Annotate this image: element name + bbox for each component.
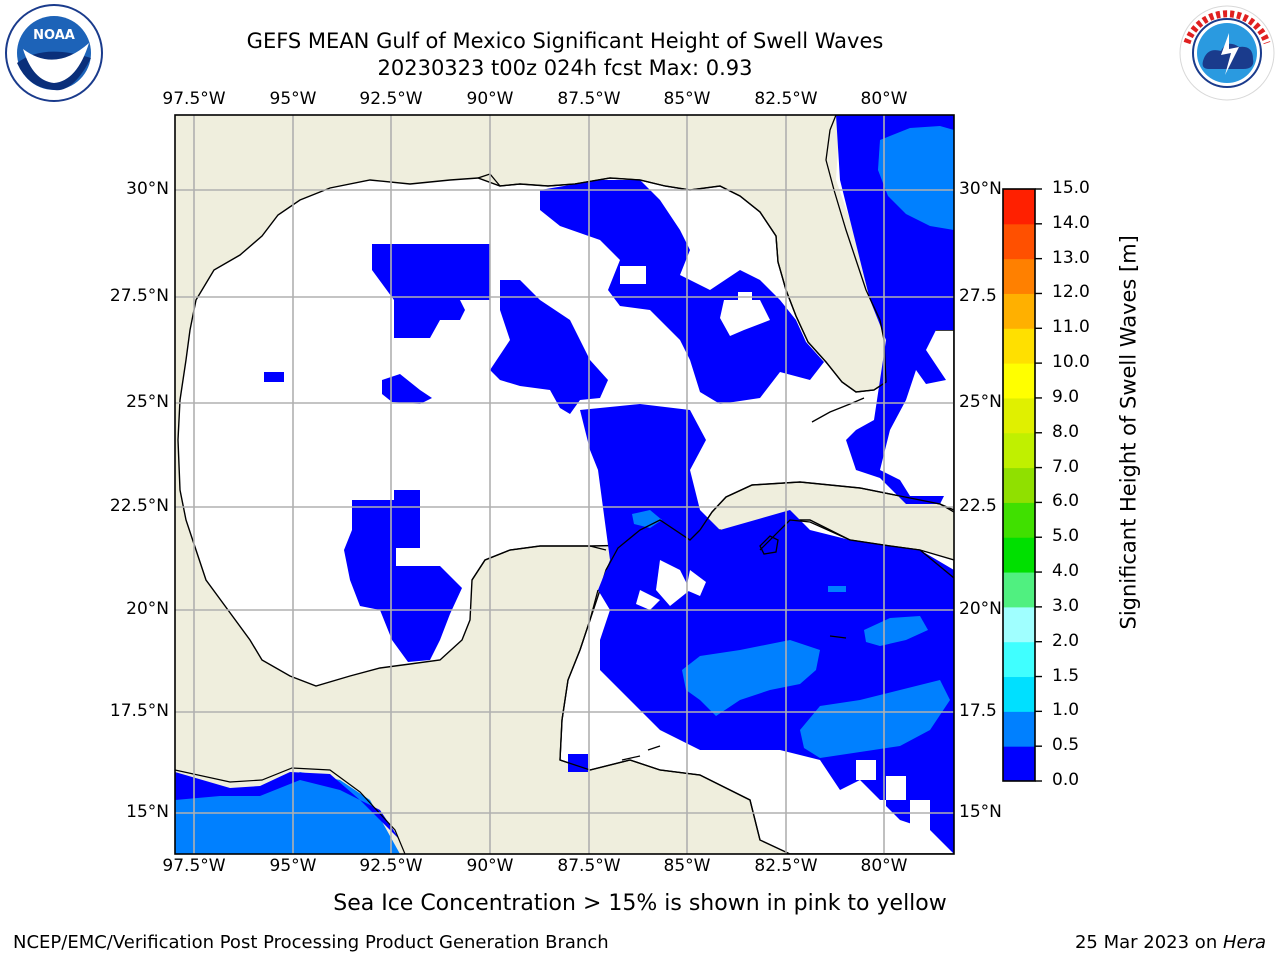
colorbar-tick-label: 8.0 — [1052, 421, 1080, 442]
lon-tick-top: 95°W — [269, 89, 317, 109]
lat-tick-left: 25°N — [126, 392, 169, 412]
colorbar-band — [1003, 641, 1035, 678]
lon-tick-bottom: 97.5°W — [162, 856, 226, 876]
colorbar-band — [1003, 189, 1035, 225]
colorbar-band — [1003, 746, 1035, 782]
lat-tick-right: 30°N — [959, 179, 1002, 199]
lat-tick-right: 20°N — [959, 599, 1002, 619]
colorbar-band — [1003, 432, 1035, 469]
lon-tick-bottom: 85°W — [663, 856, 711, 876]
lon-tick-bottom: 90°W — [466, 856, 514, 876]
colorbar-tick-label: 15.0 — [1052, 178, 1090, 198]
lon-tick-bottom: 87.5°W — [557, 856, 621, 876]
lon-tick-bottom: 92.5°W — [359, 856, 423, 876]
nws-logo-icon — [1179, 5, 1275, 101]
lon-tick-bottom: 95°W — [269, 856, 317, 876]
lon-tick-top: 97.5°W — [162, 89, 226, 109]
colorbar-tick-label: 2.0 — [1052, 630, 1080, 651]
colorbar-tick-label: 4.0 — [1052, 561, 1080, 582]
colorbar-tick-label: 7.0 — [1052, 456, 1080, 477]
lon-tick-top: 87.5°W — [557, 89, 621, 109]
colorbar-band — [1003, 537, 1035, 573]
lat-tick-right: 27.5 — [959, 286, 997, 306]
noaa-logo-text: NOAA — [33, 28, 75, 43]
colorbar-band — [1003, 258, 1035, 294]
colorbar-label: Significant Height of Swell Waves [m] — [1116, 235, 1141, 630]
lat-tick-left: 20°N — [126, 599, 169, 619]
lon-tick-bottom: 82.5°W — [754, 856, 818, 876]
lon-tick-top: 90°W — [466, 89, 514, 109]
lat-tick-left: 27.5°N — [109, 286, 169, 306]
colorbar-band — [1003, 606, 1035, 643]
colorbar-band — [1003, 711, 1035, 747]
lon-tick-top: 82.5°W — [754, 89, 818, 109]
footer-host: Hera — [1222, 932, 1266, 953]
colorbar-band — [1003, 223, 1035, 260]
colorbar-tick-label: 6.0 — [1052, 491, 1080, 512]
colorbar-tick-label: 11.0 — [1052, 317, 1090, 338]
noaa-logo-icon: NOAA — [5, 4, 103, 102]
lat-tick-left: 17.5°N — [109, 701, 169, 721]
colorbar-tick-label: 1.0 — [1052, 700, 1080, 721]
colorbar-band — [1003, 467, 1035, 503]
colorbar-tick-label: 0.5 — [1052, 735, 1080, 756]
lon-tick-top: 85°W — [663, 89, 711, 109]
map-subtitle: 20230323 t00z 024h fcst Max: 0.93 — [377, 56, 753, 80]
colorbar-band — [1003, 328, 1035, 364]
lat-tick-left: 30°N — [126, 179, 169, 199]
colorbar-tick-label: 13.0 — [1052, 247, 1090, 268]
colorbar-band — [1003, 676, 1035, 712]
colorbar-band — [1003, 293, 1035, 329]
colorbar-tick-label: 1.5 — [1052, 665, 1080, 686]
colorbar-band — [1003, 363, 1035, 399]
colorbar — [1002, 188, 1042, 782]
map-gridlines — [175, 115, 954, 854]
lon-tick-top: 92.5°W — [359, 89, 423, 109]
lat-tick-left: 22.5°N — [109, 496, 169, 516]
colorbar-tick-label: 14.0 — [1052, 212, 1090, 233]
colorbar-tick-label: 3.0 — [1052, 595, 1080, 616]
colorbar-tick-label: 9.0 — [1052, 386, 1080, 407]
sea-ice-note: Sea Ice Concentration > 15% is shown in … — [333, 891, 947, 916]
footer-date-text: 25 Mar 2023 on — [1074, 932, 1223, 953]
lat-tick-right: 25°N — [959, 392, 1002, 412]
colorbar-tick-label: 10.0 — [1052, 352, 1090, 373]
footer-date: 25 Mar 2023 on Hera — [1075, 932, 1266, 953]
colorbar-band — [1003, 397, 1035, 434]
footer-credit: NCEP/EMC/Verification Post Processing Pr… — [13, 932, 609, 953]
colorbar-tick-label: 0.0 — [1052, 770, 1080, 790]
lat-tick-right: 22.5 — [959, 496, 997, 516]
colorbar-tick-label: 12.0 — [1052, 282, 1090, 303]
colorbar-band — [1003, 572, 1035, 608]
lat-tick-right: 15°N — [959, 802, 1002, 822]
map-title: GEFS MEAN Gulf of Mexico Significant Hei… — [246, 29, 884, 53]
lat-tick-right: 17.5 — [959, 701, 997, 721]
colorbar-band — [1003, 502, 1035, 538]
lon-tick-top: 80°W — [860, 89, 908, 109]
colorbar-tick-label: 5.0 — [1052, 526, 1080, 547]
lat-tick-left: 15°N — [126, 802, 169, 822]
lon-tick-bottom: 80°W — [860, 856, 908, 876]
